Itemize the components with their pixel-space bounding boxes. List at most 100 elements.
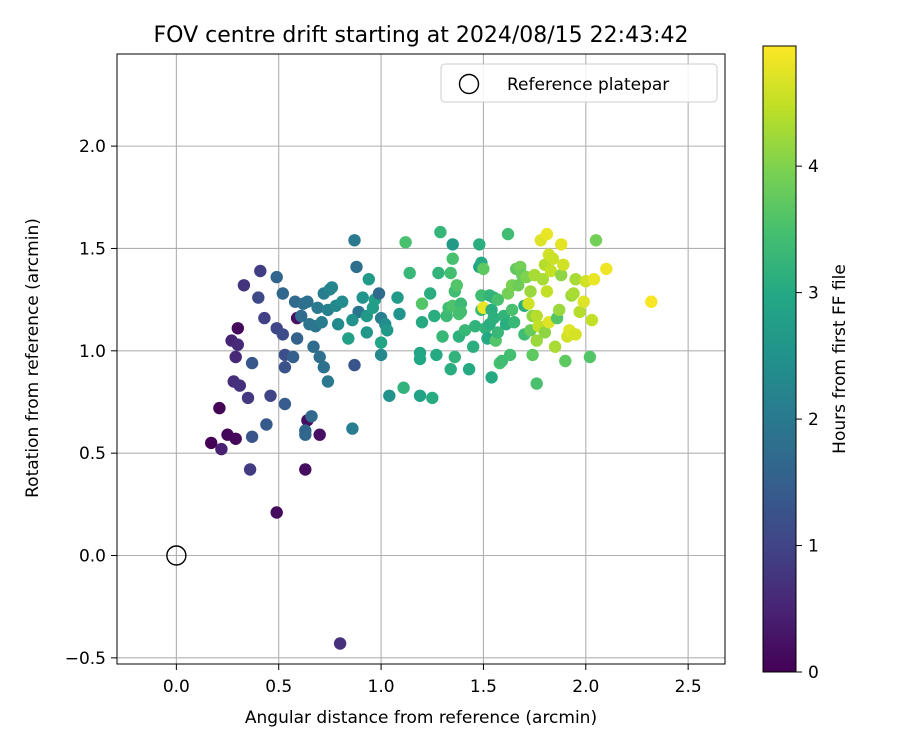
x-axis-ticks: 0.0 0.5 1.0 1.5 2.0 2.5 xyxy=(163,664,702,697)
chart-title: FOV centre drift starting at 2024/08/15 … xyxy=(154,23,689,48)
plot-frame xyxy=(116,53,726,665)
legend-box xyxy=(440,63,718,103)
colorbar-tick-label: 0 xyxy=(808,663,819,683)
data-point xyxy=(245,356,259,370)
data-point xyxy=(333,637,347,650)
data-point xyxy=(446,252,459,265)
x-tick-label: 1.5 xyxy=(470,677,497,697)
data-point xyxy=(381,324,394,337)
data-point xyxy=(434,225,447,239)
data-point xyxy=(231,338,244,351)
data-point xyxy=(313,428,326,441)
data-point xyxy=(258,311,271,325)
legend: Reference platepar xyxy=(440,63,718,103)
data-point xyxy=(546,252,560,265)
data-point xyxy=(321,375,335,388)
data-point xyxy=(252,291,265,304)
data-point xyxy=(583,350,597,364)
data-point xyxy=(305,410,318,423)
colorbar-tick-label: 2 xyxy=(808,410,819,430)
data-point xyxy=(567,287,580,300)
data-point xyxy=(374,336,388,349)
data-point xyxy=(415,316,429,329)
data-point xyxy=(600,262,613,276)
data-point xyxy=(503,348,517,362)
data-point xyxy=(436,330,449,343)
data-point xyxy=(524,285,537,298)
y-tick-label: 0.5 xyxy=(79,444,106,464)
data-point xyxy=(276,328,289,341)
data-point xyxy=(501,227,515,241)
data-point xyxy=(530,309,543,323)
colorbar-tick-label: 1 xyxy=(808,537,819,557)
colorbar: 0 1 2 3 4 Hours from first FF file xyxy=(762,45,850,683)
data-point xyxy=(487,311,500,325)
x-tick-label: 0.5 xyxy=(265,677,292,697)
data-point xyxy=(569,328,582,341)
data-point xyxy=(372,287,386,300)
data-point xyxy=(346,422,359,435)
data-point xyxy=(573,305,586,319)
y-tick-label: −0.5 xyxy=(65,649,106,669)
x-axis-label: Angular distance from reference (arcmin) xyxy=(245,708,597,728)
data-point xyxy=(454,305,468,319)
data-point xyxy=(241,391,255,405)
data-point xyxy=(264,389,277,402)
data-point xyxy=(231,322,244,335)
data-point xyxy=(205,436,218,450)
data-point xyxy=(522,297,535,310)
data-point xyxy=(530,377,543,390)
data-point xyxy=(467,340,480,353)
data-point xyxy=(374,348,388,362)
data-point xyxy=(444,363,457,376)
data-point xyxy=(325,281,339,294)
data-point xyxy=(450,279,463,292)
data-point xyxy=(315,316,328,329)
reference-marker xyxy=(166,545,187,566)
data-point xyxy=(336,295,349,308)
data-point xyxy=(491,326,504,339)
data-point xyxy=(229,432,242,445)
data-point xyxy=(553,303,566,317)
data-point xyxy=(555,268,568,282)
colorbar-label: Hours from first FF file xyxy=(830,264,850,454)
data-point xyxy=(313,350,326,364)
data-point xyxy=(403,266,416,280)
data-point xyxy=(540,227,554,241)
data-point xyxy=(446,238,459,251)
data-point xyxy=(317,361,330,374)
data-point xyxy=(233,379,246,392)
data-point xyxy=(270,270,283,284)
data-point xyxy=(413,352,427,366)
data-point xyxy=(276,287,289,300)
x-tick-label: 0.0 xyxy=(163,677,190,697)
y-tick-label: 2.0 xyxy=(79,137,106,157)
data-point xyxy=(307,340,320,353)
data-point xyxy=(278,397,292,411)
y-axis-label: Rotation from reference (arcmin) xyxy=(23,218,43,498)
x-tick-label: 2.5 xyxy=(675,677,702,697)
y-axis-ticks: −0.5 0.0 0.5 1.0 1.5 2.0 xyxy=(65,137,117,669)
data-point xyxy=(301,295,314,308)
data-point xyxy=(415,297,429,310)
data-point xyxy=(243,463,257,476)
data-point xyxy=(299,463,312,476)
data-point xyxy=(448,350,461,364)
legend-marker xyxy=(458,73,480,95)
reference-point xyxy=(166,545,187,566)
data-point xyxy=(462,363,476,376)
y-tick-label: 1.0 xyxy=(79,342,106,362)
data-point xyxy=(491,293,504,306)
data-point xyxy=(399,236,412,249)
data-point xyxy=(548,340,562,353)
data-point xyxy=(432,266,445,280)
data-point xyxy=(215,442,228,456)
colorbar-ticks: 0 1 2 3 4 xyxy=(796,157,819,683)
data-point xyxy=(356,291,369,304)
data-point xyxy=(424,287,437,300)
data-point xyxy=(512,279,525,292)
data-point xyxy=(360,326,373,339)
data-point xyxy=(350,260,363,274)
data-point xyxy=(413,389,427,402)
data-point xyxy=(559,354,572,368)
